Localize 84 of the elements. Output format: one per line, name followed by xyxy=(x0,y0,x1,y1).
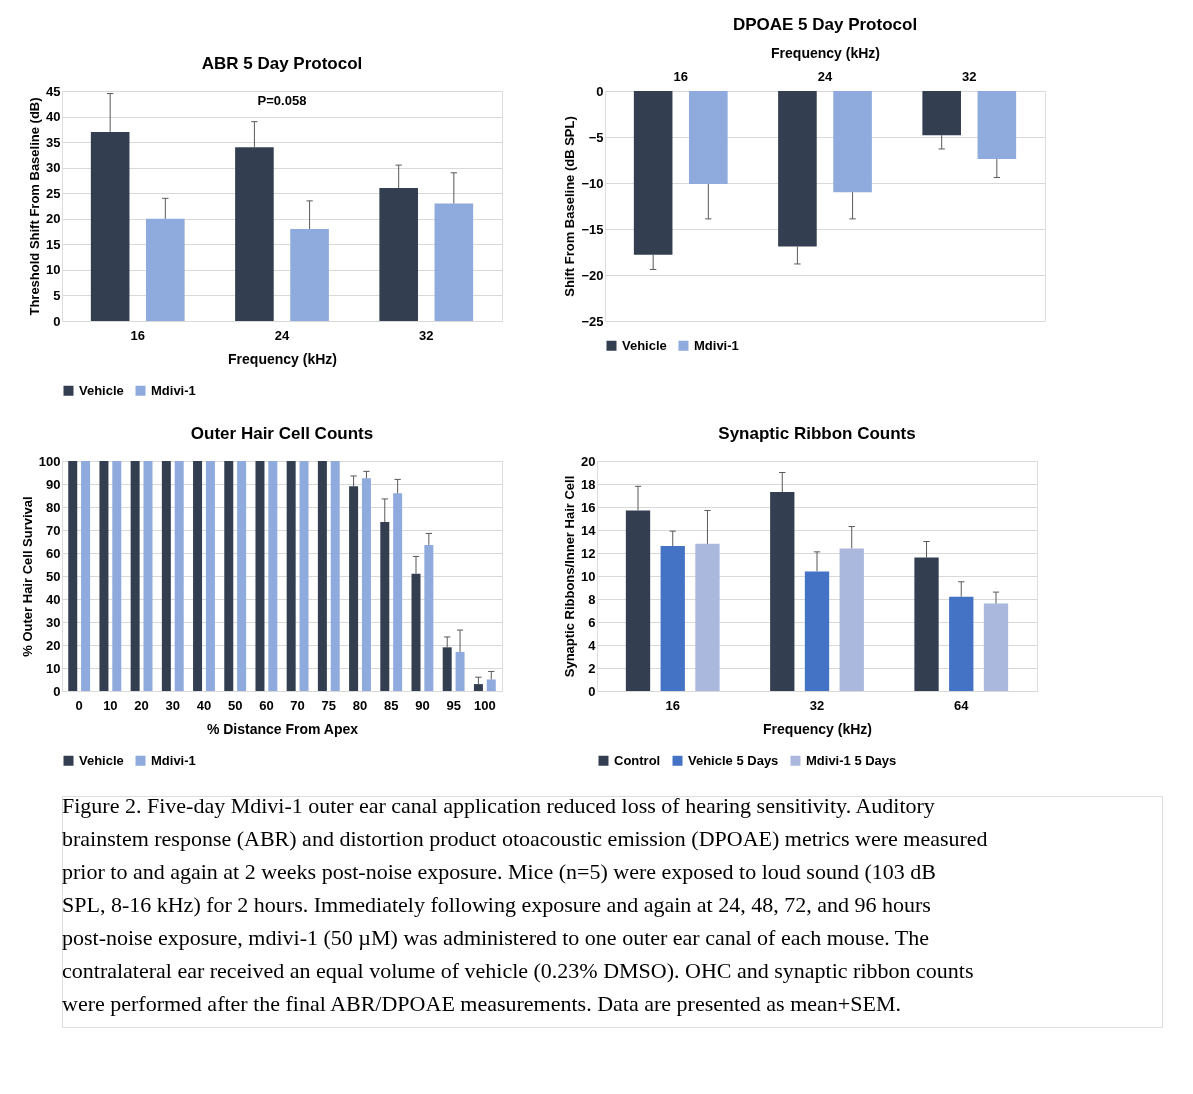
legend-label: Vehicle xyxy=(622,337,667,353)
chart-title: Synaptic Ribbon Counts xyxy=(718,424,916,443)
y-tick-label: 2 xyxy=(588,660,596,676)
y-tick-label: 0 xyxy=(596,83,604,99)
y-tick-label: 10 xyxy=(46,262,61,278)
y-tick-label: 10 xyxy=(581,568,596,584)
chart-title: DPOAE 5 Day Protocol xyxy=(732,15,918,34)
legend-label: Vehicle xyxy=(79,382,124,398)
x-tick-label: 32 xyxy=(962,68,977,84)
y-tick-label: 30 xyxy=(46,160,61,176)
y-tick-label: 5 xyxy=(53,287,61,303)
x-tick-label: 20 xyxy=(134,697,149,713)
y-tick-label: −10 xyxy=(581,175,604,191)
y-tick-label: 18 xyxy=(581,476,596,492)
legend-label: Vehicle 5 Days xyxy=(688,752,779,768)
x-tick-label: 40 xyxy=(196,697,212,713)
y-tick-label: 30 xyxy=(46,614,61,630)
y-tick-label: −5 xyxy=(588,129,604,145)
x-tick-label: 60 xyxy=(259,697,274,713)
x-tick-label: 10 xyxy=(103,697,118,713)
y-tick-label: 60 xyxy=(46,545,61,561)
y-tick-label: 15 xyxy=(46,236,61,252)
y-axis-title: Shift From Baseline (dB SPL) xyxy=(562,116,578,297)
x-tick-label: 100 xyxy=(473,697,496,713)
x-tick-label: 32 xyxy=(809,697,825,713)
x-tick-label: 16 xyxy=(130,327,145,343)
y-tick-label: 40 xyxy=(46,591,61,607)
x-tick-label: 95 xyxy=(446,697,461,713)
y-tick-label: −20 xyxy=(581,267,604,283)
x-tick-label: 24 xyxy=(817,68,833,84)
x-axis-title: Frequency (kHz) xyxy=(771,44,880,61)
chart-title: Outer Hair Cell Counts xyxy=(190,424,374,443)
y-tick-label: 10 xyxy=(46,660,61,676)
legend-label: Vehicle xyxy=(79,752,124,768)
y-tick-label: 8 xyxy=(588,591,596,607)
y-tick-label: 20 xyxy=(581,453,596,469)
y-tick-label: 100 xyxy=(38,453,61,469)
caption: Figure 2. Five-day Mdivi-1 outer ear canal application reduced loss of hearing sensitivity. Auditory brainstem response (ABR) and distortion product otoacoustic emission (DPOAE) metrics were measured prior to and again at 2 weeks post-noise exposure. Mice (n=5) were exposed to loud sound (103 dB SPL, 8-16 kHz) for 2 hours. Immediately following exposure and again at 24, 48, 72, and 96 hours post-noise exposure, mdivi-1 (50 µM) was administered to one outer ear canal of each mouse. The contralateral ear received an equal volume of vehicle (0.23% DMSO). OHC and synaptic ribbon counts were performed after the final ABR/DPOAE measurements. Data are presented as mean+SEM. xyxy=(62,793,988,1016)
x-tick-label: 75 xyxy=(321,697,337,713)
x-tick-label: 90 xyxy=(415,697,430,713)
y-tick-label: 12 xyxy=(581,545,596,561)
legend-label: Mdivi-1 5 Days xyxy=(806,752,897,768)
y-tick-label: 40 xyxy=(46,109,61,125)
y-tick-label: 0 xyxy=(53,683,61,699)
x-tick-label: 24 xyxy=(274,327,290,343)
x-tick-label: 16 xyxy=(673,68,688,84)
x-tick-label: 50 xyxy=(227,697,243,713)
legend-label: Mdivi-1 xyxy=(151,752,196,768)
y-tick-label: 4 xyxy=(588,637,597,653)
y-tick-label: −25 xyxy=(581,313,604,329)
y-tick-label: 0 xyxy=(53,313,61,329)
y-tick-label: 25 xyxy=(46,185,61,201)
y-tick-label: 20 xyxy=(46,637,61,653)
annotation: P=0.058 xyxy=(257,93,307,108)
x-tick-label: 85 xyxy=(383,697,399,713)
legend-label: Mdivi-1 xyxy=(151,382,196,398)
x-tick-label: 32 xyxy=(419,327,434,343)
chart-title: ABR 5 Day Protocol xyxy=(201,54,363,73)
y-axis-title: Threshold Shift From Baseline (dB) xyxy=(27,97,43,316)
x-tick-label: 30 xyxy=(165,697,181,713)
y-tick-label: 20 xyxy=(46,211,61,227)
x-axis-title: Frequency (kHz) xyxy=(763,720,872,737)
x-axis-title: Frequency (kHz) xyxy=(228,350,337,367)
y-tick-label: 14 xyxy=(581,522,597,538)
x-tick-label: 80 xyxy=(352,697,368,713)
x-axis-title: % Distance From Apex xyxy=(206,720,359,737)
x-tick-label: 0 xyxy=(75,697,83,713)
y-tick-label: 70 xyxy=(46,522,61,538)
y-tick-label: 6 xyxy=(588,614,596,630)
legend-label: Control xyxy=(614,752,661,768)
y-tick-label: 45 xyxy=(46,83,61,99)
y-tick-label: 35 xyxy=(46,134,61,150)
y-tick-label: 0 xyxy=(588,683,596,699)
x-tick-label: 16 xyxy=(665,697,680,713)
y-tick-label: 16 xyxy=(581,499,596,515)
y-tick-label: 50 xyxy=(46,568,61,584)
legend-label: Mdivi-1 xyxy=(694,337,739,353)
x-tick-label: 70 xyxy=(290,697,305,713)
y-tick-label: 90 xyxy=(46,476,61,492)
y-axis-title: Synaptic Ribbons/Inner Hair Cell xyxy=(562,475,578,678)
x-tick-label: 64 xyxy=(954,697,970,713)
y-axis-title: % Outer Hair Cell Survival xyxy=(19,496,35,657)
y-tick-label: −15 xyxy=(581,221,604,237)
y-tick-label: 80 xyxy=(46,499,61,515)
